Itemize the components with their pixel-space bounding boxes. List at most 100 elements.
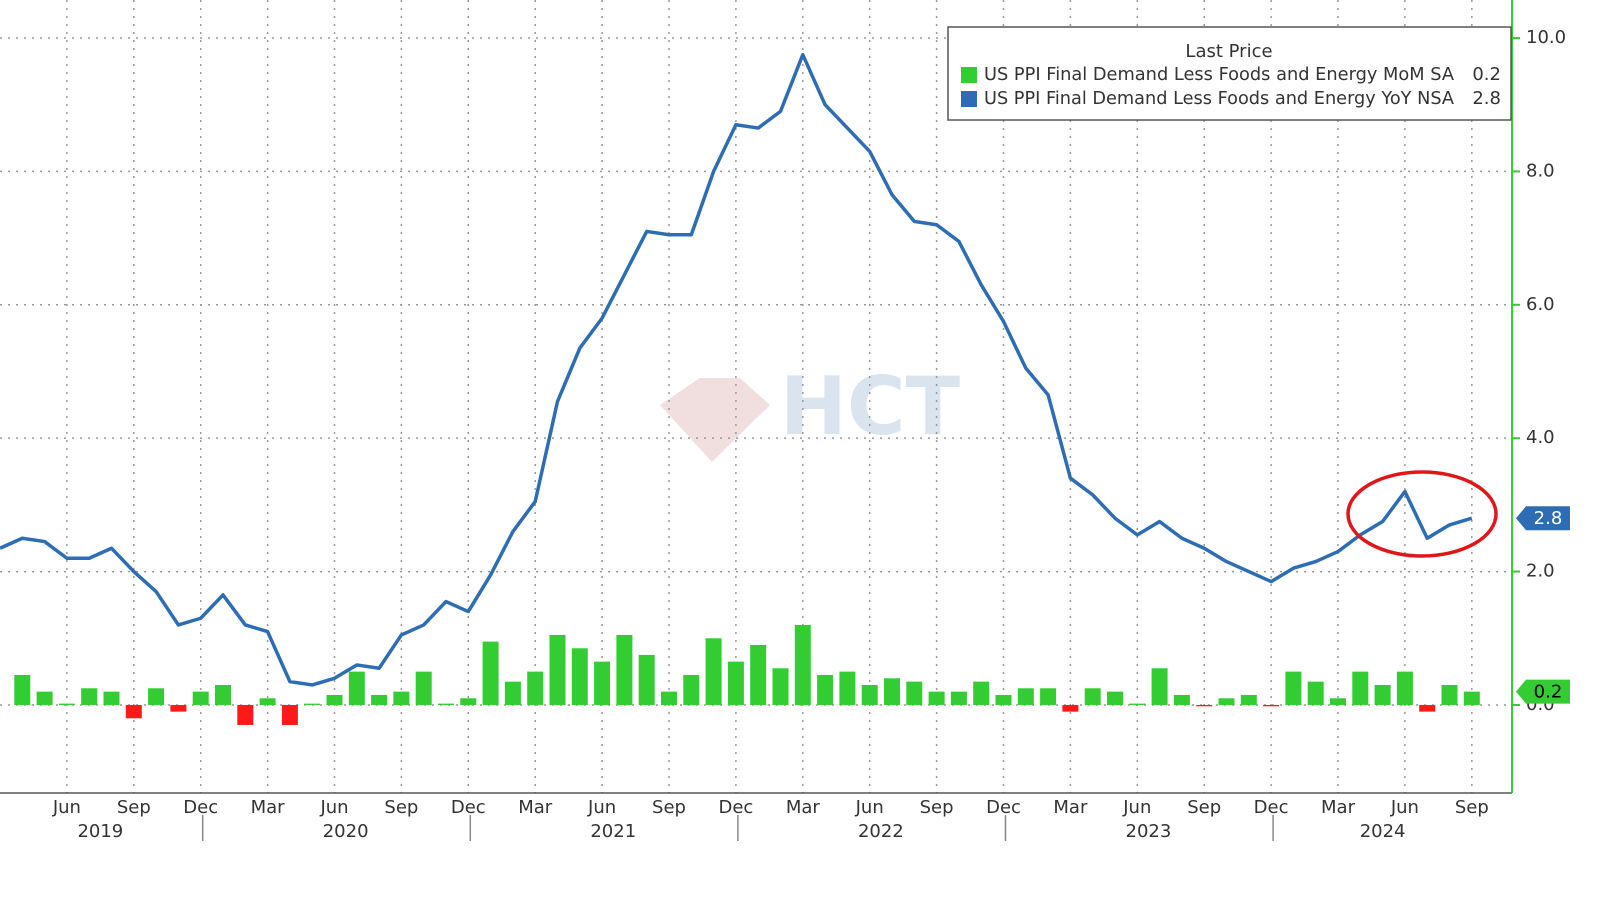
bar [1084,688,1101,705]
bar [36,691,53,705]
bar [103,691,120,705]
bar [571,648,588,705]
last-value-label: 2.8 [1534,508,1563,529]
y-tick-label: 2.0 [1526,561,1555,582]
bar [1441,684,1458,705]
bar [504,681,521,705]
bar [616,634,633,705]
bar [281,704,298,725]
year-label: 2022 [858,821,904,842]
bar [170,704,187,712]
bar [1419,704,1436,712]
bar [14,674,31,705]
bar [906,681,923,705]
bar [438,703,454,705]
x-tick-label: Jun [319,797,348,818]
bar [527,671,544,705]
bar [1374,684,1391,705]
last-value-tag [1516,506,1570,531]
bar [839,671,856,705]
y-tick-label: 10.0 [1526,27,1566,48]
bar [148,688,165,705]
x-tick-label: Sep [1455,797,1489,818]
x-tick-label: Dec [718,797,753,818]
x-tick-label: Sep [117,797,151,818]
bar [81,688,98,705]
bar [950,691,967,705]
year-label: 2019 [77,821,123,842]
bar [727,661,744,705]
bar [683,674,700,705]
bar [1017,688,1034,705]
x-tick-label: Jun [587,797,616,818]
bar [1285,671,1302,705]
bar [1196,704,1213,707]
bar [817,674,834,705]
x-tick-label: Sep [1187,797,1221,818]
x-tick-label: Mar [251,797,286,818]
year-label: 2024 [1360,821,1406,842]
bar [884,678,900,705]
x-tick-label: Mar [518,797,553,818]
x-tick-label: Sep [652,797,686,818]
bar [1107,691,1123,705]
legend-title: Last Price [1185,41,1272,62]
bar [1263,704,1280,707]
bar [750,644,767,705]
y-tick-label: 4.0 [1526,427,1555,448]
bar [1330,698,1346,705]
bar [1040,688,1057,705]
watermark: HCT [780,360,961,453]
bar [638,654,655,705]
x-tick-label: Mar [1053,797,1088,818]
x-tick-label: Mar [786,797,821,818]
last-value-label: 0.2 [1534,682,1563,703]
bar [794,624,811,705]
bar [304,703,321,705]
bar [192,691,209,705]
bar [415,671,432,705]
legend-swatch [961,91,977,107]
x-tick-label: Jun [855,797,884,818]
x-tick-label: Sep [384,797,418,818]
bar [1463,691,1480,705]
bar [1307,681,1324,705]
bar [348,671,365,705]
x-tick-label: Mar [1321,797,1356,818]
bar [125,704,142,719]
bar [1396,671,1413,705]
x-tick-label: Dec [451,797,486,818]
x-tick-label: Jun [1390,797,1419,818]
legend-value: 2.8 [1472,88,1501,109]
line [0,52,1473,687]
bar [1151,668,1168,705]
bar [1240,694,1257,705]
bar [928,691,945,705]
x-tick-label: Dec [986,797,1021,818]
bar [393,691,410,705]
year-label: 2023 [1126,821,1172,842]
y-tick-label: 8.0 [1526,160,1555,181]
bar [237,704,254,725]
bar [1129,703,1146,705]
bar [861,684,878,705]
bar [259,698,276,705]
bar [1218,698,1235,705]
bar [1062,704,1079,712]
x-tick-label: Jun [1122,797,1151,818]
legend-label: US PPI Final Demand Less Foods and Energ… [984,64,1455,85]
legend-box [947,26,1512,121]
x-tick-label: Dec [1254,797,1289,818]
bar [482,641,499,705]
watermark-logo [660,378,770,462]
bar [460,698,477,705]
bar [705,638,722,705]
bar [1352,671,1369,705]
bar [594,661,611,705]
bar [973,681,990,705]
y-tick-label: 6.0 [1526,294,1555,315]
year-label: 2020 [323,821,369,842]
bar [215,684,231,705]
legend-swatch [961,67,977,83]
